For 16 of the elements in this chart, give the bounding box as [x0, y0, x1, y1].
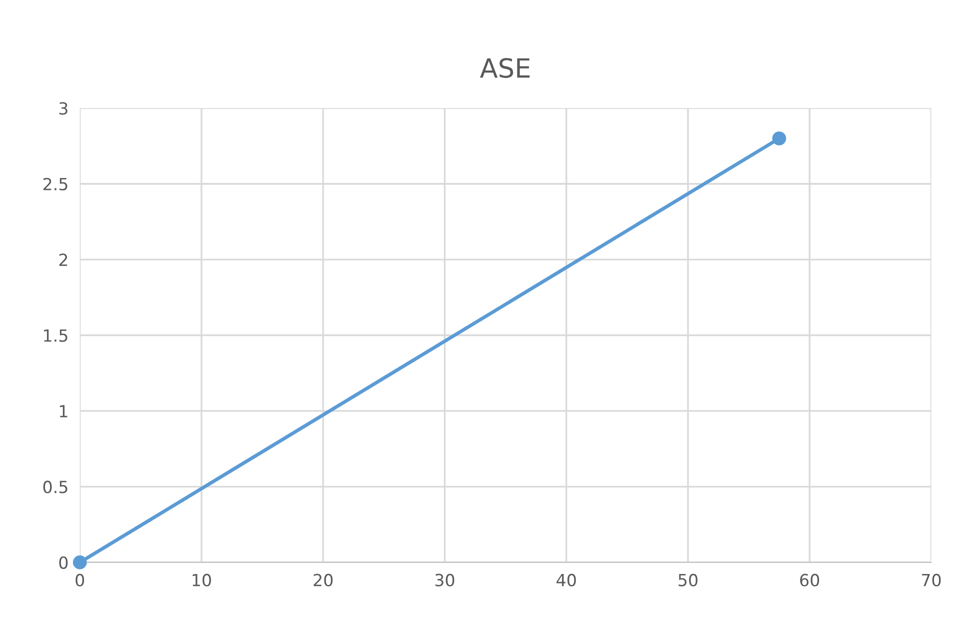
x-tick-label: 50: [678, 574, 698, 586]
y-tick-label: 1: [60, 405, 68, 418]
x-tick-label: 40: [556, 574, 576, 586]
y-tick-label: 3: [59, 102, 68, 115]
y-tick-label: 1.5: [44, 329, 68, 342]
y-tick-label: 2: [59, 254, 68, 266]
x-tick-label: 20: [314, 574, 333, 586]
x-tick-label: 70: [922, 574, 941, 586]
chart-title: ASE: [480, 58, 530, 78]
x-tick-label: 60: [800, 574, 820, 586]
x-tick-label: 0: [76, 574, 84, 586]
y-tick-label: 0.5: [43, 480, 68, 494]
x-tick-label: 30: [435, 574, 454, 586]
x-tick-label: 10: [192, 574, 211, 586]
y-tick-label: 0: [59, 556, 68, 569]
y-tick-label: 2.5: [43, 178, 68, 190]
